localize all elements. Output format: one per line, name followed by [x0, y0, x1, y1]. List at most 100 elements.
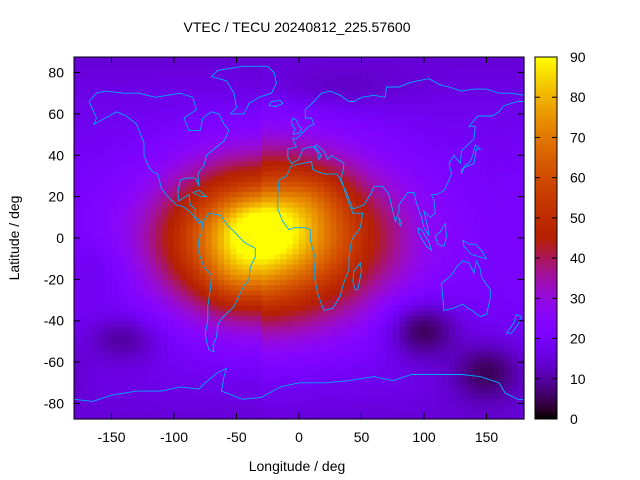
heatmap-cell [217, 57, 225, 63]
heatmap-cell [92, 341, 100, 348]
heatmap-cell [467, 377, 475, 384]
heatmap-cell [417, 243, 425, 249]
heatmap-cell [274, 144, 281, 151]
heatmap-cell [155, 119, 163, 125]
heatmap-cell [449, 212, 456, 218]
heatmap-cell [361, 227, 369, 234]
heatmap-cell [217, 320, 225, 327]
heatmap-cell [342, 108, 350, 115]
heatmap-cell [124, 119, 131, 125]
heatmap-cell [274, 310, 281, 317]
heatmap-cell [274, 139, 281, 146]
heatmap-cell [205, 408, 213, 415]
heatmap-cell [80, 93, 88, 99]
heatmap-cell [205, 212, 213, 218]
heatmap-cell [111, 222, 119, 229]
heatmap-cell [311, 155, 319, 162]
heatmap-cell [142, 93, 150, 99]
heatmap-cell [511, 212, 519, 218]
heatmap-cell [324, 160, 331, 167]
heatmap-cell [236, 305, 244, 311]
heatmap-cell [186, 279, 194, 286]
heatmap-cell [317, 320, 325, 327]
heatmap-cell [174, 150, 181, 156]
heatmap-cell [174, 165, 181, 172]
heatmap-cell [505, 413, 513, 420]
heatmap-cell [317, 408, 325, 415]
heatmap-cell [217, 186, 225, 193]
heatmap-cell [161, 243, 169, 249]
heatmap-cell [286, 139, 294, 146]
heatmap-cell [174, 351, 181, 358]
heatmap-cell [80, 139, 88, 146]
heatmap-cell [461, 103, 469, 110]
heatmap-cell [417, 155, 425, 162]
heatmap-cell [142, 217, 150, 224]
heatmap-cell [117, 393, 125, 399]
heatmap-cell [80, 98, 88, 105]
heatmap-cell [205, 206, 213, 213]
heatmap-cell [461, 300, 469, 306]
heatmap-cell [424, 274, 431, 280]
heatmap-cell [305, 377, 313, 384]
heatmap-cell [111, 67, 119, 74]
heatmap-cell [249, 88, 256, 94]
heatmap-cell [92, 269, 100, 275]
heatmap-cell [136, 150, 144, 156]
heatmap-cell [174, 398, 181, 405]
heatmap-cell [217, 294, 225, 301]
heatmap-cell [149, 181, 156, 187]
heatmap-cell [174, 175, 181, 182]
heatmap-cell [267, 191, 275, 198]
heatmap-cell [349, 134, 356, 141]
heatmap-cell [142, 196, 150, 203]
heatmap-cell [155, 269, 163, 275]
heatmap-cell [349, 356, 356, 363]
heatmap-cell [92, 186, 100, 193]
heatmap-cell [349, 67, 356, 74]
heatmap-cell [124, 196, 131, 203]
heatmap-cell [224, 134, 231, 141]
heatmap-cell [280, 253, 288, 260]
heatmap-cell [80, 274, 88, 280]
heatmap-cell [99, 67, 106, 74]
heatmap-cell [274, 222, 281, 229]
heatmap-cell [230, 325, 238, 332]
heatmap-cell [449, 294, 456, 301]
heatmap-cell [361, 119, 369, 125]
heatmap-cell [499, 393, 506, 399]
heatmap-cell [205, 258, 213, 265]
heatmap-cell [417, 300, 425, 306]
heatmap-cell [249, 336, 256, 343]
heatmap-cell [224, 93, 231, 99]
heatmap-cell [386, 113, 394, 120]
heatmap-cell [442, 382, 450, 389]
heatmap-cell [199, 351, 206, 358]
heatmap-cell [299, 227, 306, 234]
heatmap-cell [342, 165, 350, 172]
heatmap-cell [205, 139, 213, 146]
heatmap-cell [205, 57, 213, 63]
heatmap-cell [492, 362, 500, 368]
heatmap-cell [167, 336, 175, 343]
heatmap-cell [299, 408, 306, 415]
heatmap-cell [361, 186, 369, 193]
heatmap-cell [180, 217, 188, 224]
heatmap-cell [455, 191, 463, 198]
heatmap-cell [205, 238, 213, 244]
heatmap-cell [267, 119, 275, 125]
heatmap-cell [205, 289, 213, 296]
heatmap-cell [155, 191, 163, 198]
heatmap-cell [324, 124, 331, 130]
heatmap-cell [167, 232, 175, 239]
heatmap-cell [455, 201, 463, 208]
heatmap-cell [161, 134, 169, 141]
heatmap-cell [92, 248, 100, 255]
heatmap-cell [317, 315, 325, 322]
heatmap-cell [136, 408, 144, 415]
heatmap-cell [474, 201, 481, 208]
heatmap-cell [299, 139, 306, 146]
heatmap-cell [399, 413, 406, 420]
heatmap-cell [417, 62, 425, 68]
heatmap-cell [111, 217, 119, 224]
